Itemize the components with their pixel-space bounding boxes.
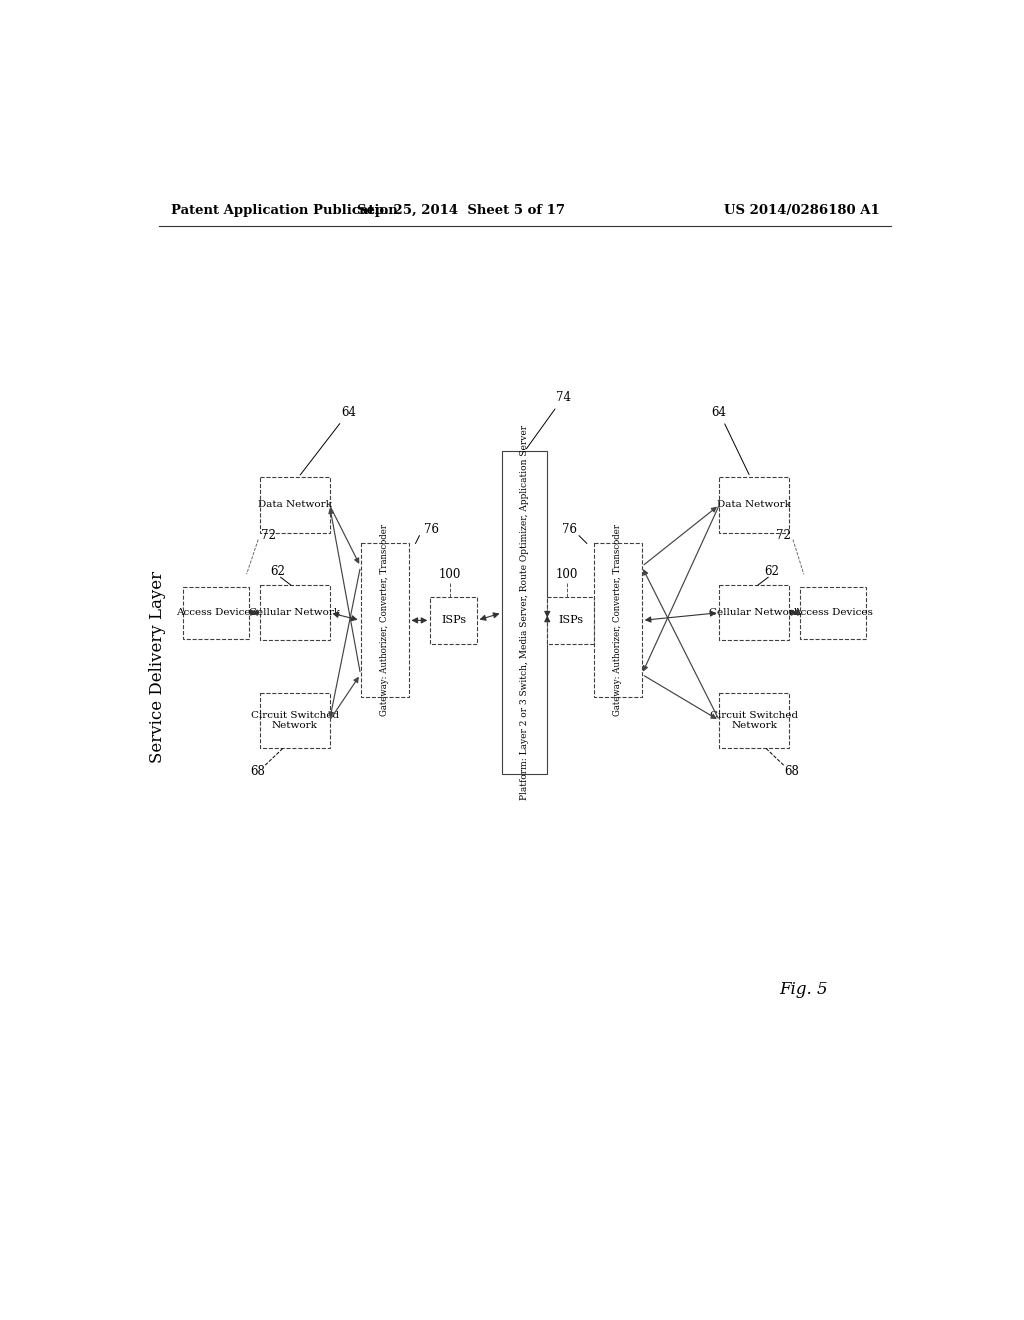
Text: 76: 76 bbox=[562, 523, 578, 536]
Text: 100: 100 bbox=[438, 569, 461, 582]
Bar bbox=[260, 693, 330, 748]
Bar bbox=[503, 451, 547, 775]
Text: Data Network: Data Network bbox=[258, 500, 332, 510]
Text: Access Devices: Access Devices bbox=[794, 609, 873, 618]
Text: Circuit Switched
Network: Circuit Switched Network bbox=[251, 710, 339, 730]
Bar bbox=[260, 478, 330, 532]
Bar bbox=[594, 544, 642, 697]
Text: ISPs: ISPs bbox=[558, 615, 583, 626]
Text: Platform: Layer 2 or 3 Switch, Media Server, Route Optimizer, Application Server: Platform: Layer 2 or 3 Switch, Media Ser… bbox=[520, 425, 529, 800]
Bar bbox=[360, 544, 409, 697]
Bar bbox=[719, 478, 790, 532]
Text: ISPs: ISPs bbox=[441, 615, 466, 626]
Bar bbox=[547, 597, 594, 644]
Text: 76: 76 bbox=[424, 523, 438, 536]
Text: 62: 62 bbox=[270, 565, 285, 578]
Text: 68: 68 bbox=[250, 764, 265, 777]
Text: Cellular Network: Cellular Network bbox=[249, 609, 340, 618]
Text: 62: 62 bbox=[764, 565, 778, 578]
Text: Patent Application Publication: Patent Application Publication bbox=[171, 205, 397, 218]
Text: Service Delivery Layer: Service Delivery Layer bbox=[148, 570, 166, 763]
Bar bbox=[801, 586, 866, 639]
Text: 72: 72 bbox=[776, 529, 791, 543]
Text: Circuit Switched
Network: Circuit Switched Network bbox=[710, 710, 799, 730]
Text: Gateway: Authorizer, Converter, Transcoder: Gateway: Authorizer, Converter, Transcod… bbox=[613, 524, 623, 717]
Bar bbox=[260, 585, 330, 640]
Bar bbox=[182, 586, 249, 639]
Text: 74: 74 bbox=[526, 391, 570, 449]
Text: US 2014/0286180 A1: US 2014/0286180 A1 bbox=[724, 205, 880, 218]
Bar bbox=[719, 693, 790, 748]
Text: Data Network: Data Network bbox=[717, 500, 792, 510]
Text: 64: 64 bbox=[712, 405, 750, 475]
Bar bbox=[430, 597, 477, 644]
Text: Access Devices: Access Devices bbox=[176, 609, 256, 618]
Text: 72: 72 bbox=[260, 529, 275, 543]
Text: 68: 68 bbox=[784, 764, 799, 777]
Text: 64: 64 bbox=[300, 405, 356, 475]
Text: Gateway: Authorizer, Converter, Transcoder: Gateway: Authorizer, Converter, Transcod… bbox=[380, 524, 389, 717]
Text: Cellular Network: Cellular Network bbox=[709, 609, 800, 618]
Text: 100: 100 bbox=[555, 569, 578, 582]
Text: Fig. 5: Fig. 5 bbox=[779, 981, 827, 998]
Text: Sep. 25, 2014  Sheet 5 of 17: Sep. 25, 2014 Sheet 5 of 17 bbox=[357, 205, 565, 218]
Bar bbox=[719, 585, 790, 640]
